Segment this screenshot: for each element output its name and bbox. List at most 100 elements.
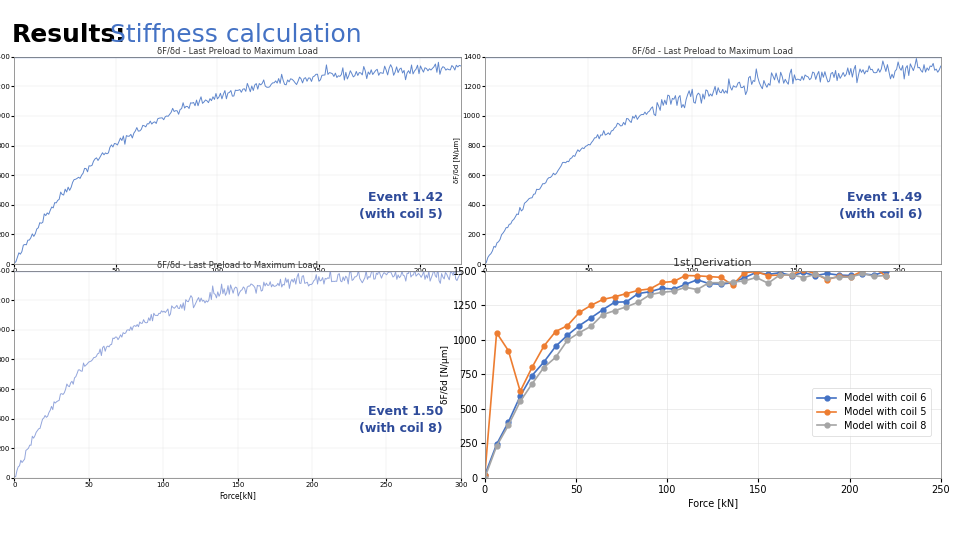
Model with coil 5 xyxy=(680,272,691,279)
Model with coil 6 xyxy=(656,285,667,292)
Title: δF/δd - Last Preload to Maximum Load: δF/δd - Last Preload to Maximum Load xyxy=(633,47,793,56)
Model with coil 8 xyxy=(609,307,620,314)
Model with coil 8 xyxy=(833,274,845,280)
Model with coil 6 xyxy=(809,272,821,279)
Model with coil 5 xyxy=(668,278,680,285)
Y-axis label: δF/δd [N/μm]: δF/δd [N/μm] xyxy=(453,138,460,183)
Model with coil 5 xyxy=(822,276,833,283)
Model with coil 6 xyxy=(644,288,656,295)
Title: 1st Derivation: 1st Derivation xyxy=(674,258,752,268)
Model with coil 5 xyxy=(833,273,845,280)
Model with coil 8 xyxy=(738,278,750,284)
Line: Model with coil 8: Model with coil 8 xyxy=(482,271,889,481)
Model with coil 5 xyxy=(538,343,549,349)
Model with coil 5 xyxy=(704,273,715,280)
Model with coil 5 xyxy=(786,272,798,278)
Model with coil 5 xyxy=(798,267,809,273)
X-axis label: Force[kN]: Force[kN] xyxy=(219,491,256,500)
Title: δF/δd - Last Preload to Maximum Load: δF/δd - Last Preload to Maximum Load xyxy=(157,47,318,56)
Model with coil 6 xyxy=(856,271,868,277)
Line: Model with coil 6: Model with coil 6 xyxy=(482,269,889,477)
Model with coil 5 xyxy=(633,287,644,294)
Model with coil 5 xyxy=(479,472,491,478)
Model with coil 8 xyxy=(633,299,644,306)
Title: δF/δd - Last Preload to Maximum Load: δF/δd - Last Preload to Maximum Load xyxy=(157,261,318,270)
Model with coil 8 xyxy=(704,280,715,286)
Model with coil 6 xyxy=(515,393,526,399)
Model with coil 5 xyxy=(573,309,585,316)
Model with coil 6 xyxy=(774,269,785,276)
Model with coil 8 xyxy=(856,270,868,276)
Model with coil 6 xyxy=(550,343,562,349)
Model with coil 6 xyxy=(845,272,856,279)
Model with coil 8 xyxy=(644,292,656,298)
Model with coil 6 xyxy=(869,272,880,278)
Model with coil 6 xyxy=(633,291,644,297)
Model with coil 5 xyxy=(515,388,526,395)
Model with coil 8 xyxy=(869,273,880,280)
Model with coil 6 xyxy=(727,279,738,286)
Model with coil 8 xyxy=(597,311,609,318)
Model with coil 8 xyxy=(526,381,538,387)
Model with coil 5 xyxy=(751,268,762,275)
Model with coil 8 xyxy=(715,280,727,286)
Model with coil 6 xyxy=(621,299,633,305)
Model with coil 6 xyxy=(668,286,680,292)
Model with coil 8 xyxy=(503,422,515,429)
Model with coil 8 xyxy=(515,398,526,404)
Model with coil 8 xyxy=(538,364,549,371)
Model with coil 6 xyxy=(833,272,845,278)
Model with coil 6 xyxy=(597,306,609,313)
Model with coil 5 xyxy=(774,272,785,278)
Line: Model with coil 5: Model with coil 5 xyxy=(482,266,889,478)
Model with coil 6 xyxy=(562,332,573,339)
Model with coil 5 xyxy=(644,286,656,292)
X-axis label: Force [kN]: Force [kN] xyxy=(687,498,738,508)
Model with coil 5 xyxy=(691,273,703,279)
Model with coil 5 xyxy=(526,364,538,370)
Model with coil 5 xyxy=(869,265,880,271)
Text: Event 1.42
(with coil 5): Event 1.42 (with coil 5) xyxy=(359,191,443,221)
Text: Event 1.50
(with coil 8): Event 1.50 (with coil 8) xyxy=(359,405,443,435)
Model with coil 5 xyxy=(586,302,597,308)
Model with coil 6 xyxy=(526,372,538,379)
Model with coil 6 xyxy=(762,271,774,278)
Model with coil 5 xyxy=(809,271,821,277)
Model with coil 5 xyxy=(597,296,609,303)
Text: Event 1.49
(with coil 6): Event 1.49 (with coil 6) xyxy=(839,191,923,221)
Model with coil 8 xyxy=(562,337,573,343)
Model with coil 8 xyxy=(479,475,491,481)
Model with coil 8 xyxy=(751,274,762,281)
Model with coil 8 xyxy=(786,272,798,278)
Model with coil 8 xyxy=(691,286,703,293)
Model with coil 8 xyxy=(573,329,585,336)
Text: 12/20/2021: 12/20/2021 xyxy=(247,507,310,517)
Model with coil 5 xyxy=(609,294,620,300)
Model with coil 5 xyxy=(727,282,738,288)
Model with coil 6 xyxy=(704,280,715,287)
Model with coil 5 xyxy=(845,273,856,280)
Text: Stiffness calculation: Stiffness calculation xyxy=(110,23,362,47)
Model with coil 5 xyxy=(762,272,774,279)
Model with coil 5 xyxy=(503,347,515,354)
Model with coil 5 xyxy=(491,329,502,336)
X-axis label: Force[kN]: Force[kN] xyxy=(694,277,732,286)
Model with coil 6 xyxy=(738,274,750,281)
Model with coil 6 xyxy=(586,315,597,321)
Model with coil 6 xyxy=(680,281,691,288)
Model with coil 5 xyxy=(880,273,892,279)
Model with coil 5 xyxy=(738,269,750,276)
Model with coil 8 xyxy=(586,323,597,329)
Model with coil 6 xyxy=(715,281,727,287)
Text: Results:: Results: xyxy=(12,23,126,47)
X-axis label: Force[kN]: Force[kN] xyxy=(219,277,256,286)
Legend: Model with coil 6, Model with coil 5, Model with coil 8: Model with coil 6, Model with coil 5, Mo… xyxy=(812,388,931,436)
Model with coil 6 xyxy=(573,322,585,329)
Model with coil 5 xyxy=(856,268,868,274)
Model with coil 5 xyxy=(621,291,633,297)
Model with coil 8 xyxy=(621,303,633,310)
Model with coil 6 xyxy=(691,276,703,283)
Model with coil 6 xyxy=(786,272,798,279)
Model with coil 6 xyxy=(538,359,549,366)
Text: 11: 11 xyxy=(907,505,926,518)
